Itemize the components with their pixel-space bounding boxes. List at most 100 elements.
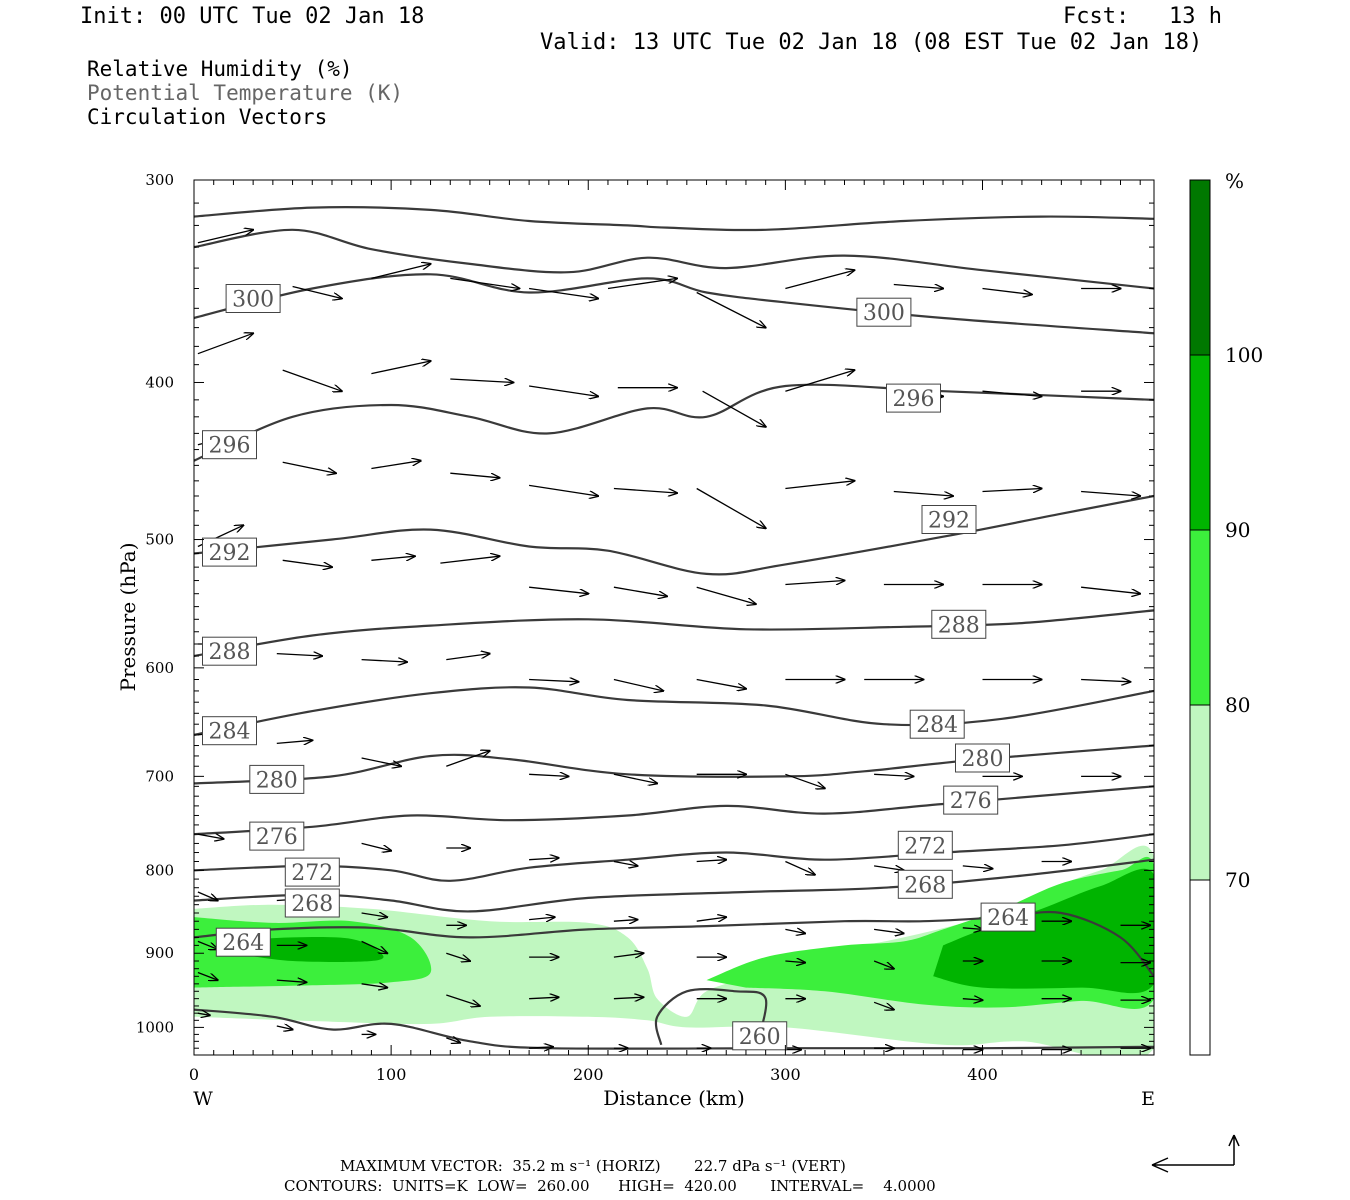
circulation-vector-112 bbox=[197, 1013, 210, 1015]
circulation-vector-7 bbox=[785, 270, 854, 290]
theta-contour-276-8 bbox=[194, 785, 1154, 836]
contour-label-box bbox=[225, 284, 281, 313]
circulation-vector-32 bbox=[1081, 490, 1140, 497]
circulation-vector-45 bbox=[276, 654, 322, 656]
contour-label-box bbox=[909, 709, 965, 739]
circulation-vector-74 bbox=[962, 866, 993, 869]
contour-label-text: 284 bbox=[209, 720, 251, 745]
contour-label-text: 296 bbox=[893, 387, 935, 412]
circulation-vector-46 bbox=[361, 660, 407, 662]
circulation-vector-34 bbox=[282, 559, 332, 567]
contour-label-box bbox=[897, 869, 953, 899]
circulation-vector-101 bbox=[276, 980, 307, 982]
contour-label-280-11: 280 bbox=[955, 743, 1010, 773]
contour-label-text: 264 bbox=[222, 931, 264, 956]
forecast-hour: Fcst: 13 h bbox=[1063, 4, 1222, 29]
circulation-vector-26 bbox=[529, 484, 598, 496]
circulation-vector-70 bbox=[613, 862, 638, 866]
contour-label-text: 284 bbox=[916, 713, 958, 738]
contour-label-284-8: 284 bbox=[202, 716, 257, 746]
circulation-vector-102 bbox=[361, 984, 388, 988]
contour-label-300-1: 300 bbox=[856, 297, 912, 327]
circulation-vector-40 bbox=[785, 581, 844, 586]
y-tick-label: 300 bbox=[145, 171, 174, 189]
circulation-vector-83 bbox=[785, 929, 805, 933]
contour-label-box bbox=[202, 537, 257, 567]
circulation-vector-2 bbox=[371, 264, 430, 280]
contour-label-text: 268 bbox=[904, 873, 946, 898]
circulation-vector-90 bbox=[361, 940, 388, 953]
colorbar-label: 70 bbox=[1225, 868, 1250, 892]
contour-label-text: 288 bbox=[209, 640, 251, 665]
contour-label-box bbox=[202, 636, 257, 666]
valid-time: Valid: 13 UTC Tue 02 Jan 18 (08 EST Tue … bbox=[540, 30, 1203, 55]
y-tick-label: 600 bbox=[145, 659, 174, 677]
theta-contour-272-9 bbox=[194, 833, 1154, 882]
contour-label-text: 288 bbox=[938, 613, 980, 638]
circulation-vector-108 bbox=[873, 1001, 894, 1009]
circulation-vector-24 bbox=[371, 461, 420, 470]
contour-label-text: 292 bbox=[209, 541, 251, 566]
circulation-vector-9 bbox=[982, 287, 1032, 295]
theta-contour-closed-13 bbox=[654, 987, 768, 1049]
contour-label-292-4: 292 bbox=[202, 537, 257, 567]
circulation-vector-23 bbox=[282, 461, 336, 473]
circulation-vector-3 bbox=[450, 277, 519, 288]
contour-label-264-18: 264 bbox=[215, 927, 271, 957]
circulation-vector-50 bbox=[696, 678, 746, 689]
contour-label-text: 292 bbox=[928, 509, 970, 534]
theta-contour-264-11 bbox=[194, 910, 1154, 978]
circulation-vector-81 bbox=[613, 920, 638, 922]
circulation-vector-1 bbox=[292, 285, 342, 299]
circulation-vector-80 bbox=[529, 917, 555, 920]
contour-label-box bbox=[284, 888, 340, 918]
contour-label-284-9: 284 bbox=[909, 709, 965, 739]
contour-label-300-0: 300 bbox=[225, 284, 281, 313]
circulation-vector-27 bbox=[613, 487, 677, 494]
circulation-vector-60 bbox=[613, 773, 657, 783]
rh-shading-layer bbox=[194, 845, 1154, 1055]
contour-label-box bbox=[215, 927, 271, 957]
colorbar: 70 80 90 100 bbox=[1189, 179, 1263, 1056]
plot-frame bbox=[193, 179, 1155, 1056]
legend-rh: Relative Humidity (%) bbox=[87, 57, 353, 81]
theta-contour-288-5 bbox=[194, 609, 1154, 658]
max-vector-note: MAXIMUM VECTOR: 35.2 m s⁻¹ (HORIZ) 22.7 … bbox=[340, 1157, 846, 1175]
circulation-vector-71 bbox=[696, 860, 727, 862]
theta-contour-296-3 bbox=[194, 383, 1154, 462]
contour-label-box bbox=[249, 764, 305, 794]
contour-label-280-10: 280 bbox=[249, 764, 305, 794]
circulation-vector-105 bbox=[613, 997, 644, 999]
circulation-vector-43 bbox=[1081, 586, 1140, 594]
theta-contour-300-0 bbox=[194, 206, 1154, 232]
contour-label-box bbox=[202, 430, 257, 460]
contour-label-box bbox=[943, 785, 999, 815]
contour-label-box bbox=[284, 857, 340, 887]
contour-info: CONTOURS: UNITS=K LOW= 260.00 HIGH= 420.… bbox=[284, 1177, 936, 1195]
circulation-vector-38 bbox=[613, 586, 667, 596]
circulation-vector-84 bbox=[874, 929, 904, 933]
contour-label-box bbox=[931, 609, 987, 639]
circulation-vector-115 bbox=[446, 1038, 460, 1043]
y-tick-label: 700 bbox=[145, 767, 174, 785]
circulation-vector-67 bbox=[361, 842, 392, 850]
x-tick-label: 100 bbox=[376, 1065, 407, 1084]
contour-label-272-14: 272 bbox=[284, 857, 340, 887]
legend-vectors: Circulation Vectors bbox=[87, 105, 328, 129]
colorbar-swatch bbox=[1189, 179, 1211, 356]
circulation-vector-113 bbox=[276, 1026, 293, 1030]
circulation-vector-57 bbox=[361, 757, 401, 766]
contour-label-text: 300 bbox=[863, 301, 905, 326]
circulation-vector-11 bbox=[197, 333, 253, 355]
circulation-vector-17 bbox=[702, 390, 766, 427]
circulation-vector-5 bbox=[607, 278, 677, 290]
circulation-vector-63 bbox=[874, 774, 913, 776]
x-tick-label: 0 bbox=[189, 1065, 199, 1084]
colorbar-swatch bbox=[1189, 879, 1211, 1056]
circulation-vector-25 bbox=[450, 472, 499, 478]
circulation-vector-88 bbox=[197, 940, 218, 949]
contour-label-text: 260 bbox=[739, 1025, 781, 1050]
circulation-vector-103 bbox=[446, 994, 480, 1006]
circulation-vector-91 bbox=[446, 952, 470, 961]
contour-label-text: 296 bbox=[209, 434, 251, 459]
